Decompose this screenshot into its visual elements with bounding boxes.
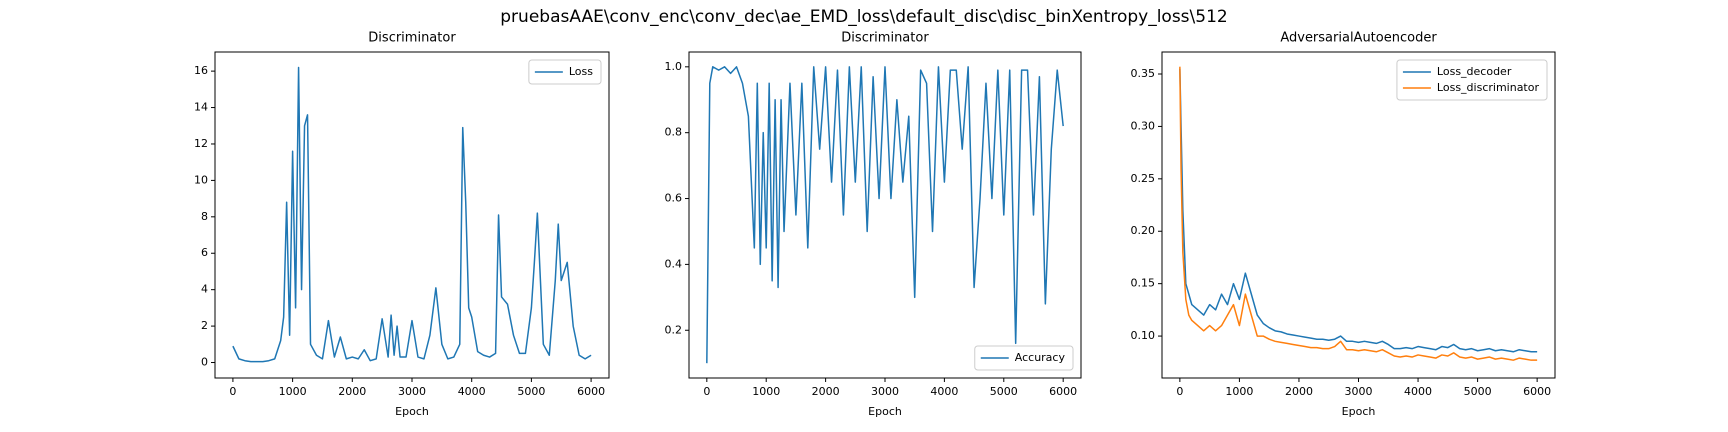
x-tick-label: 2000 [812, 385, 840, 398]
legend: Loss_decoder Loss_discriminator [1396, 59, 1548, 101]
x-tick-label: 4000 [1404, 385, 1432, 398]
legend: Accuracy [974, 345, 1074, 371]
legend-box [528, 59, 602, 85]
plot-title: Discriminator [368, 31, 456, 46]
plot-frame [1161, 51, 1556, 379]
x-tick-label: 4000 [458, 385, 486, 398]
data-line [1179, 66, 1538, 361]
x-tick-label: 6000 [1049, 385, 1077, 398]
x-tick-label: 2000 [1285, 385, 1313, 398]
plot-frame [688, 51, 1082, 379]
x-tick-label: 0 [703, 385, 710, 398]
legend-label: Accuracy [1015, 351, 1066, 364]
x-tick-label: 5000 [990, 385, 1018, 398]
x-tick-label: 0 [1176, 385, 1183, 398]
y-tick-label: 0.35 [1131, 67, 1156, 80]
x-tick-label: 1000 [279, 385, 307, 398]
data-line [232, 66, 592, 363]
x-tick-label: 3000 [871, 385, 899, 398]
x-axis-label: Epoch [868, 405, 902, 418]
x-tick-label: 6000 [577, 385, 605, 398]
y-tick-label: 0.25 [1131, 172, 1156, 185]
y-tick-label: 6 [201, 246, 208, 259]
data-line [706, 66, 1064, 364]
x-tick-label: 3000 [398, 385, 426, 398]
legend-box [974, 345, 1074, 371]
y-tick-label: 4 [201, 283, 208, 296]
y-tick-label: 0.20 [1131, 224, 1156, 237]
figure-title: pruebasAAE\conv_enc\conv_dec\ae_EMD_loss… [500, 7, 1227, 27]
legend-label: Loss [569, 65, 593, 78]
legend-box [1396, 59, 1548, 101]
legend-label: Loss_decoder [1437, 65, 1512, 78]
y-tick-label: 12 [194, 137, 208, 150]
x-axis-label: Epoch [1342, 405, 1376, 418]
y-tick-label: 0 [201, 356, 208, 369]
y-tick-label: 2 [201, 319, 208, 332]
y-tick-label: 0.6 [665, 192, 683, 205]
x-tick-label: 5000 [517, 385, 545, 398]
x-tick-label: 3000 [1345, 385, 1373, 398]
x-tick-label: 5000 [1464, 385, 1492, 398]
x-tick-label: 0 [229, 385, 236, 398]
plot-title: Discriminator [841, 31, 929, 46]
y-tick-label: 0.4 [665, 257, 683, 270]
x-tick-label: 1000 [1225, 385, 1253, 398]
x-tick-label: 1000 [752, 385, 780, 398]
y-tick-label: 0.8 [665, 126, 683, 139]
y-tick-label: 0.15 [1131, 277, 1156, 290]
plot-frame [214, 51, 610, 379]
y-tick-label: 14 [194, 101, 208, 114]
y-tick-label: 16 [194, 64, 208, 77]
data-line [1179, 68, 1538, 353]
y-tick-label: 10 [194, 173, 208, 186]
x-axis-label: Epoch [395, 405, 429, 418]
legend-label: Loss_discriminator [1437, 81, 1540, 94]
y-tick-label: 1.0 [665, 60, 683, 73]
x-tick-label: 6000 [1523, 385, 1551, 398]
y-tick-label: 0.30 [1131, 119, 1156, 132]
y-tick-label: 0.10 [1131, 329, 1156, 342]
x-tick-label: 2000 [338, 385, 366, 398]
plot-title: AdversarialAutoencoder [1280, 31, 1437, 46]
y-tick-label: 8 [201, 210, 208, 223]
legend: Loss [528, 59, 602, 85]
x-tick-label: 4000 [930, 385, 958, 398]
y-tick-label: 0.2 [665, 323, 683, 336]
